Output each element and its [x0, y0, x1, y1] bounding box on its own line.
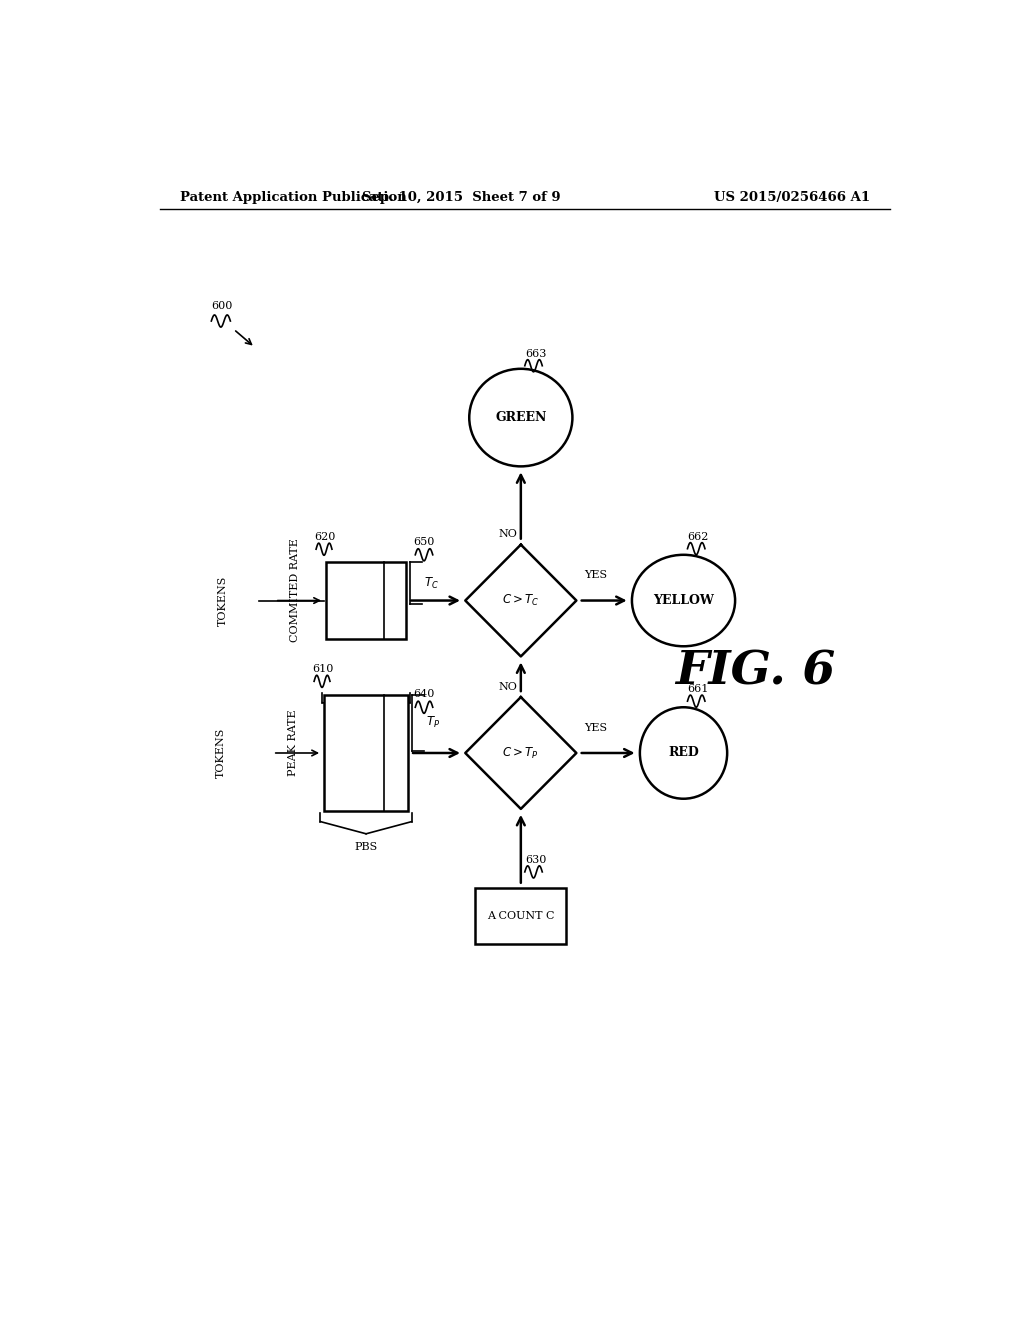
- Ellipse shape: [469, 368, 572, 466]
- Text: YES: YES: [585, 570, 607, 579]
- Text: TOKENS: TOKENS: [216, 727, 226, 779]
- Text: YELLOW: YELLOW: [653, 594, 714, 607]
- Text: YES: YES: [585, 722, 607, 733]
- Text: 610: 610: [312, 664, 334, 675]
- Text: Sep. 10, 2015  Sheet 7 of 9: Sep. 10, 2015 Sheet 7 of 9: [362, 190, 560, 203]
- Text: $C > T_C$: $C > T_C$: [502, 593, 540, 609]
- Text: 620: 620: [314, 532, 336, 543]
- FancyBboxPatch shape: [475, 887, 566, 944]
- Text: A COUNT C: A COUNT C: [487, 911, 555, 920]
- Text: TOKENS: TOKENS: [218, 576, 228, 626]
- Text: PBS: PBS: [354, 842, 378, 851]
- Text: 650: 650: [414, 537, 435, 546]
- Text: FIG. 6: FIG. 6: [675, 648, 835, 694]
- Ellipse shape: [640, 708, 727, 799]
- Text: COMMITED RATE: COMMITED RATE: [290, 539, 300, 643]
- Text: NO: NO: [499, 682, 517, 692]
- Text: 630: 630: [524, 855, 546, 865]
- Text: 600: 600: [211, 301, 232, 310]
- Polygon shape: [465, 697, 577, 809]
- FancyBboxPatch shape: [327, 562, 406, 639]
- Text: 663: 663: [524, 348, 546, 359]
- FancyBboxPatch shape: [325, 694, 408, 812]
- Text: PEAK RATE: PEAK RATE: [288, 710, 298, 776]
- Text: US 2015/0256466 A1: US 2015/0256466 A1: [714, 190, 870, 203]
- Text: NO: NO: [499, 529, 517, 540]
- Polygon shape: [465, 545, 577, 656]
- Text: $T_C$: $T_C$: [424, 576, 439, 591]
- Text: $T_P$: $T_P$: [426, 715, 440, 730]
- Ellipse shape: [632, 554, 735, 647]
- Text: CBS: CBS: [354, 718, 378, 729]
- Text: 661: 661: [687, 684, 709, 694]
- Text: GREEN: GREEN: [496, 411, 547, 424]
- Text: RED: RED: [668, 747, 699, 759]
- Text: 662: 662: [687, 532, 709, 541]
- Text: $C > T_P$: $C > T_P$: [503, 746, 540, 760]
- Text: 640: 640: [414, 689, 435, 700]
- Text: Patent Application Publication: Patent Application Publication: [179, 190, 407, 203]
